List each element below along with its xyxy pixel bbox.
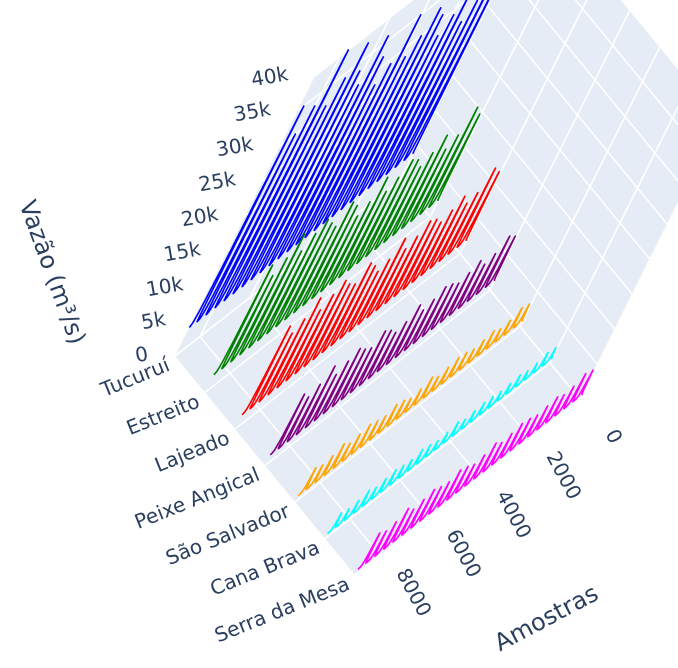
x-tick-label: 4000 bbox=[492, 486, 537, 542]
x-tick-label: 6000 bbox=[442, 525, 487, 581]
category-tick-label: Estreito bbox=[123, 389, 203, 440]
x-tick-label: 2000 bbox=[542, 447, 587, 503]
z-tick-label: 15k bbox=[162, 236, 203, 266]
x-tick-label: 0 bbox=[601, 425, 628, 448]
z-tick-label: 30k bbox=[214, 131, 255, 161]
z-tick-label: 35k bbox=[232, 96, 273, 126]
category-tick-label: Lajeado bbox=[151, 425, 233, 477]
z-tick-label: 10k bbox=[144, 271, 185, 301]
z-tick-label: 5k bbox=[139, 306, 168, 334]
z-tick-label: 25k bbox=[197, 166, 238, 196]
z-tick-label: 0 bbox=[133, 341, 150, 367]
z-tick-label: 40k bbox=[249, 61, 290, 91]
z-axis-title: Vazão (m³/s) bbox=[14, 196, 92, 348]
x-tick-label: 8000 bbox=[392, 564, 437, 620]
z-tick-label: 20k bbox=[179, 201, 220, 231]
x-axis-title: Amostras bbox=[490, 579, 603, 657]
